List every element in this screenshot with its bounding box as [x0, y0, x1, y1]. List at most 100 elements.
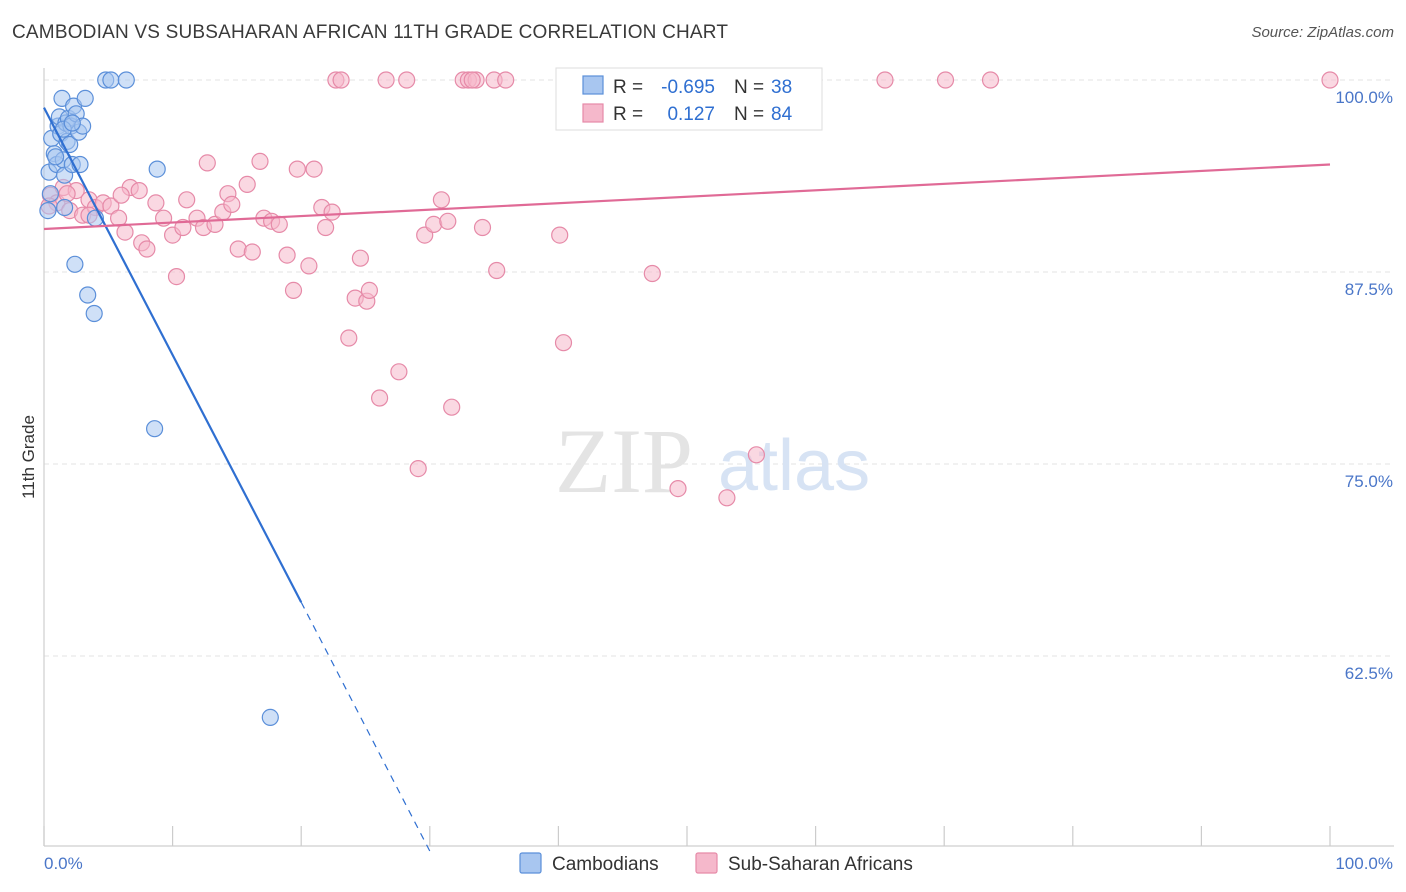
- cambodians-point-32: [146, 420, 164, 438]
- subsaharan-point-66: [497, 71, 515, 89]
- cambodians-point-33: [148, 160, 166, 178]
- legend-r-label-2: R =: [613, 104, 643, 125]
- cambodians-point-27: [55, 198, 74, 217]
- legend-n-label-2: N =: [734, 104, 764, 125]
- y-tick-label: 87.5%: [1345, 280, 1393, 299]
- bottom-legend-swatch-subsaharan: [695, 852, 718, 874]
- subsaharan-point-73: [747, 446, 766, 464]
- subsaharan-point-75: [936, 71, 955, 89]
- subsaharan-point-63: [473, 218, 492, 237]
- subsaharan-point-59: [443, 398, 461, 416]
- cambodians-trend-extension: [300, 601, 431, 852]
- legend-r-label-1: R =: [613, 77, 643, 98]
- bottom-legend-label-subsaharan: Sub-Saharan Africans: [728, 854, 913, 875]
- trend-lines: [43, 107, 1331, 852]
- subsaharan-point-24: [198, 154, 216, 172]
- bottom-legend-label-cambodians: Cambodians: [552, 854, 659, 875]
- cambodians-point-26: [41, 185, 60, 203]
- legend-n-label-1: N =: [734, 77, 764, 98]
- correlation-legend: R = -0.695 N = 38 R = 0.127 N = 84: [555, 67, 823, 131]
- legend-r-value-2: 0.127: [667, 104, 715, 125]
- cambodians-point-24: [117, 71, 135, 89]
- subsaharan-point-13: [130, 182, 148, 200]
- subsaharan-point-68: [554, 334, 573, 352]
- x-axis-ticks: [43, 826, 1331, 846]
- subsaharan-point-40: [305, 160, 323, 178]
- subsaharan-point-20: [174, 218, 192, 237]
- subsaharan-point-58: [439, 212, 457, 230]
- subsaharan-point-76: [981, 71, 1000, 89]
- bottom-legend-swatch-cambodians: [519, 852, 542, 874]
- subsaharan-point-46: [340, 329, 358, 347]
- subsaharan-trend-line: [43, 163, 1331, 231]
- legend-n-value-1: 38: [771, 77, 792, 98]
- legend-swatch-cambodians: [582, 75, 604, 95]
- watermark-atlas: atlas: [718, 426, 870, 506]
- subsaharan-point-39: [300, 257, 318, 275]
- subsaharan-point-52: [390, 363, 408, 381]
- subsaharan-point-69: [643, 264, 661, 283]
- subsaharan-point-30: [238, 175, 256, 193]
- x-tick-label-max: 100.0%: [1335, 854, 1393, 873]
- cambodians-point-21: [76, 89, 94, 108]
- subsaharan-point-67: [551, 226, 569, 244]
- y-tick-label: 62.5%: [1345, 664, 1393, 683]
- subsaharan-point-19: [167, 268, 186, 286]
- subsaharan-point-77: [1321, 71, 1339, 89]
- watermark-zip: ZIP: [555, 410, 693, 512]
- series-legend: Cambodians Sub-Saharan Africans: [519, 852, 913, 875]
- subsaharan-point-32: [251, 152, 269, 170]
- chart-title: CAMBODIAN VS SUBSAHARAN AFRICAN 11TH GRA…: [12, 22, 729, 43]
- cambodians-point-34: [261, 708, 279, 727]
- subsaharan-point-38: [288, 160, 306, 178]
- cambodians-point-30: [85, 304, 103, 323]
- subsaharan-point-36: [278, 246, 296, 264]
- legend-n-value-2: 84: [771, 104, 793, 125]
- subsaharan-point-56: [425, 215, 443, 233]
- subsaharan-point-79: [112, 186, 130, 204]
- subsaharan-point-15: [138, 240, 156, 258]
- subsaharan-point-28: [223, 195, 241, 213]
- source-credit: Source: ZipAtlas.com: [1251, 24, 1394, 41]
- subsaharan-point-35: [270, 215, 288, 233]
- legend-r-value-1: -0.695: [661, 77, 715, 98]
- subsaharan-point-37: [284, 281, 303, 299]
- subsaharan-point-16: [147, 194, 165, 212]
- y-tick-label: 100.0%: [1335, 88, 1393, 107]
- subsaharan-point-48: [351, 249, 369, 267]
- subsaharan-point-42: [317, 218, 335, 237]
- cambodians-trend-line: [43, 107, 303, 603]
- subsaharan-point-70: [669, 480, 687, 498]
- subsaharan-point-74: [876, 71, 894, 89]
- subsaharan-point-51: [371, 389, 389, 407]
- subsaharan-point-29: [229, 240, 247, 258]
- cambodians-point-37: [63, 114, 81, 132]
- subsaharan-point-65: [488, 261, 506, 280]
- subsaharan-point-72: [718, 489, 736, 507]
- subsaharan-point-45: [332, 71, 350, 89]
- subsaharan-point-82: [463, 71, 481, 89]
- subsaharan-point-9: [102, 197, 120, 215]
- subsaharan-point-43: [323, 203, 341, 221]
- subsaharan-point-31: [243, 243, 261, 261]
- subsaharan-point-50: [360, 281, 378, 299]
- legend-swatch-subsaharan: [582, 103, 604, 123]
- subsaharan-point-57: [432, 191, 450, 209]
- watermark: ZIP atlas: [555, 410, 870, 512]
- subsaharan-point-11: [116, 223, 134, 241]
- cambodians-point-29: [79, 286, 97, 304]
- y-axis-label: 11th Grade: [19, 415, 38, 499]
- y-axis-tick-labels: 100.0% 87.5% 75.0% 62.5%: [1335, 88, 1393, 683]
- gridlines: [44, 79, 1394, 657]
- y-tick-label: 75.0%: [1345, 472, 1393, 491]
- subsaharan-point-53: [398, 71, 416, 89]
- cambodians-point-35: [46, 148, 65, 166]
- x-tick-label-min: 0.0%: [44, 854, 83, 873]
- subsaharan-point-21: [178, 191, 196, 209]
- cambodians-point-28: [66, 255, 84, 273]
- cambodians-point-25: [39, 202, 57, 220]
- subsaharan-point-83: [377, 71, 395, 89]
- cambodians-point-23: [102, 71, 120, 89]
- subsaharan-point-54: [409, 460, 427, 478]
